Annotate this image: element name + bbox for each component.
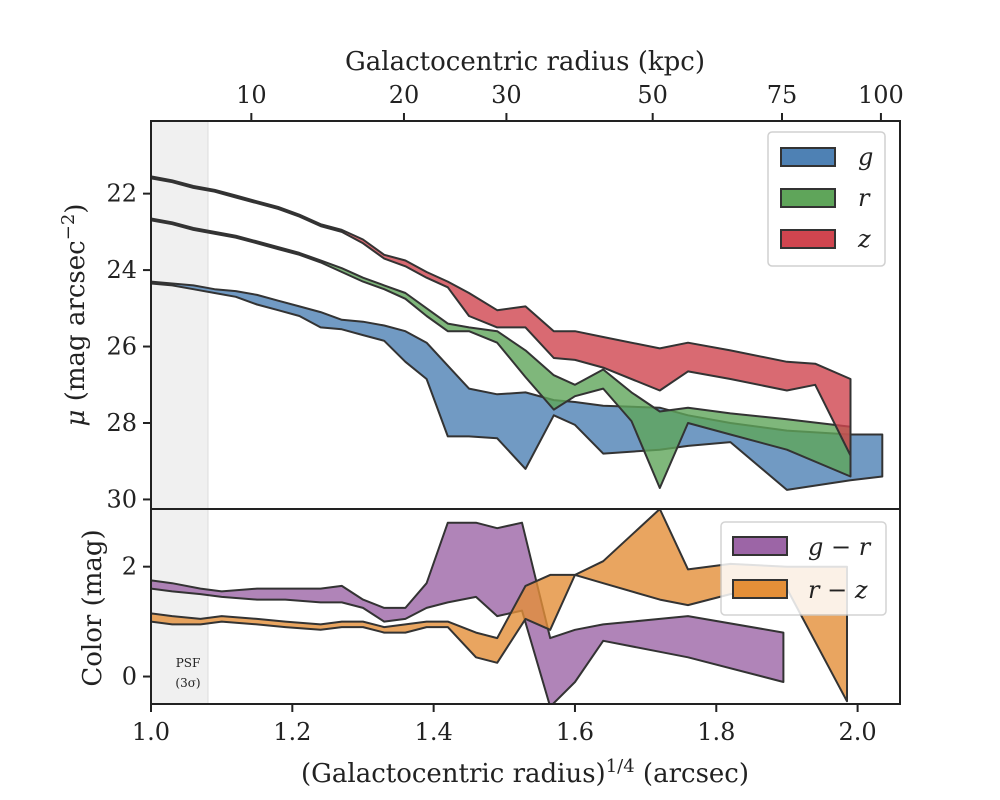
- y-tick-label-top: 26: [106, 333, 137, 361]
- psf-region-bottom: [151, 509, 208, 704]
- legend-bottom: g − r r − z: [720, 521, 887, 616]
- mu-symbol: μ: [61, 410, 91, 427]
- y-tick-label-top: 22: [106, 180, 137, 208]
- top-axis-title: Galactocentric radius (kpc): [345, 47, 705, 77]
- y-axis-title-bottom: Color (mag): [78, 529, 108, 686]
- y-tick-label-top: 30: [106, 485, 137, 513]
- psf-region-top: [151, 121, 208, 509]
- surface-brightness-panel: 22 24 26 28 30 10 20 30 50 75 100 Galactocentric …: [58, 47, 904, 513]
- x-tick-label: 1.2: [273, 718, 311, 746]
- top-x-tick-label: 10: [236, 81, 267, 109]
- top-x-tick-label: 100: [858, 81, 904, 109]
- top-x-tick-label: 20: [389, 81, 420, 109]
- legend-swatch-r: [780, 188, 836, 208]
- legend-swatch-g-r: [732, 536, 788, 556]
- legend-label-r: r: [858, 184, 871, 212]
- legend-swatch-r-z: [732, 579, 788, 599]
- legend-label-z: z: [857, 225, 871, 253]
- x-tick-label: 1.8: [697, 718, 735, 746]
- color-panel: 0 2 1.0 1.2 1.4 1.6 1.8 2.0 PSF (3σ) Color (ma…: [78, 508, 901, 746]
- legend-label-g-r: g − r: [808, 533, 872, 561]
- psf-label: PSF: [176, 656, 201, 670]
- legend-label-r-z: r − z: [808, 576, 868, 604]
- x-tick-label: 1.4: [415, 718, 453, 746]
- psf-label-sigma: (3σ): [175, 676, 200, 690]
- band-z: [151, 175, 852, 457]
- x-tick-label: 1.0: [132, 718, 170, 746]
- y-tick-label-bottom: 2: [122, 553, 137, 581]
- top-x-tick-label: 50: [637, 81, 668, 109]
- bottom-panel-frame: [150, 508, 901, 705]
- y-tick-label-bottom: 0: [122, 663, 137, 691]
- band-g: [151, 280, 884, 491]
- x-tick-label: 1.6: [556, 718, 594, 746]
- y-tick-label-top: 28: [106, 409, 137, 437]
- band-g-r: [151, 521, 785, 704]
- x-axis-title: (Galactocentric radius)1/4 (arcsec): [301, 756, 749, 789]
- legend-swatch-z: [780, 229, 836, 249]
- legend-swatch-g: [780, 147, 836, 167]
- x-tick-label: 2.0: [839, 718, 877, 746]
- band-r-z: [151, 509, 848, 703]
- y-axis-title-top: μ (mag arcsec−2): [58, 204, 91, 427]
- band-r: [151, 217, 852, 489]
- y-tick-label-top: 24: [106, 256, 137, 284]
- top-x-tick-label: 75: [767, 81, 798, 109]
- top-x-tick-label: 30: [491, 81, 522, 109]
- legend-label-g: g: [858, 143, 873, 171]
- legend-top: g r z: [767, 131, 886, 267]
